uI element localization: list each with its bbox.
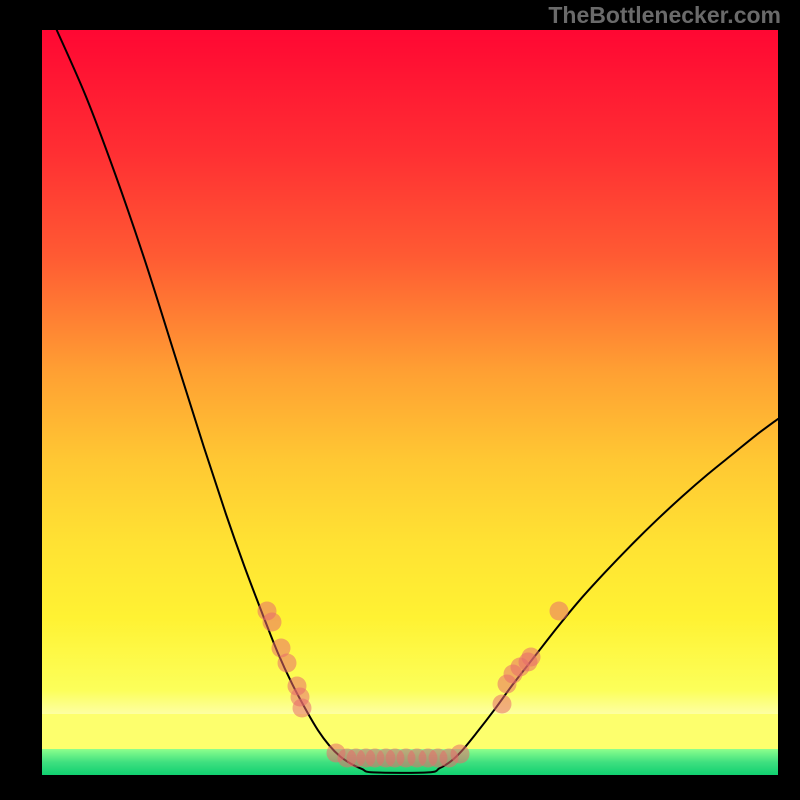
watermark-text: TheBottlenecker.com — [548, 2, 781, 29]
curve-svg — [42, 30, 778, 775]
scatter-point — [262, 613, 281, 632]
scatter-point — [292, 698, 311, 717]
scatter-point — [493, 695, 512, 714]
scatter-point — [522, 648, 541, 667]
scatter-point — [549, 602, 568, 621]
plot-area — [42, 30, 778, 775]
scatter-point — [451, 745, 470, 764]
stage: TheBottlenecker.com — [0, 0, 800, 800]
scatter-point — [278, 654, 297, 673]
v-curve — [57, 30, 778, 773]
